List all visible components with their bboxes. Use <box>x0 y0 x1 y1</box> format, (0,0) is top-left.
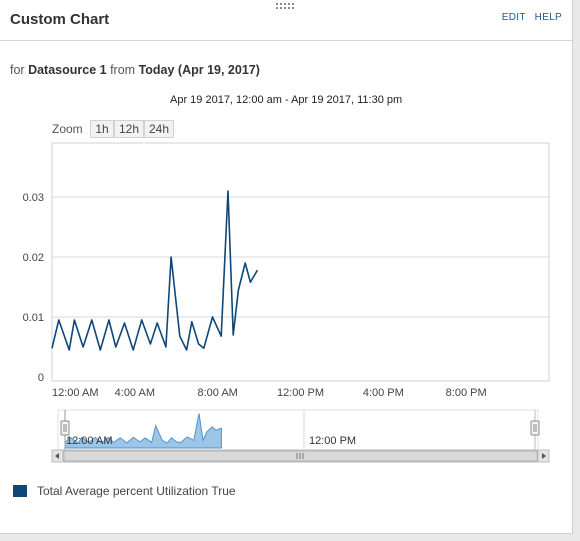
x-tick-label: 8:00 AM <box>197 387 237 399</box>
custom-chart-panel: Custom Chart EDIT HELP for Datasource 1 … <box>0 0 573 534</box>
zoom-label: Zoom <box>52 122 83 136</box>
y-tick-label: 0.03 <box>23 192 44 204</box>
x-tick-label: 4:00 AM <box>115 387 155 399</box>
zoom-12h-button[interactable]: 12h <box>114 120 144 138</box>
edit-link[interactable]: EDIT <box>501 12 526 23</box>
grid-lines <box>52 196 549 318</box>
navigator-series-area <box>64 413 222 449</box>
legend-swatch <box>13 485 27 497</box>
drag-handle-icon[interactable] <box>276 3 296 11</box>
navigator-tick-label: 12:00 PM <box>309 435 356 447</box>
navigator[interactable]: 12:00 AM 12:00 PM <box>57 409 540 451</box>
navigator-handle-label: 12:00 AM <box>66 435 112 447</box>
y-tick-label: 0.02 <box>23 252 44 264</box>
navigator-scrollbar[interactable] <box>51 449 550 463</box>
header-links: EDIT HELP <box>496 12 562 23</box>
navigator-right-handle[interactable] <box>530 420 540 436</box>
plot-frame <box>51 142 550 382</box>
legend-label: Total Average percent Utilization True <box>37 484 236 498</box>
scroll-right-arrow-icon <box>542 453 546 459</box>
x-tick-label: 12:00 PM <box>277 387 324 399</box>
zoom-24h-button[interactable]: 24h <box>144 120 174 138</box>
subtitle-period: Today (Apr 19, 2017) <box>138 63 260 77</box>
y-tick-label: 0.01 <box>23 312 44 324</box>
panel-title: Custom Chart <box>10 11 110 28</box>
date-range: Apr 19 2017, 12:00 am - Apr 19 2017, 11:… <box>170 94 403 106</box>
chart-subtitle: for Datasource 1 from Today (Apr 19, 201… <box>10 63 260 77</box>
x-tick-label: 12:00 AM <box>52 387 98 399</box>
subtitle-prefix: for <box>10 63 25 77</box>
y-tick-label: 0 <box>38 372 44 384</box>
series-line <box>51 190 259 351</box>
subtitle-from: from <box>110 63 136 77</box>
panel-header: Custom Chart EDIT HELP <box>0 0 572 41</box>
subtitle-datasource: Datasource 1 <box>28 63 107 77</box>
chart-area: 00.010.020.03 12:00 AM 4:00 AM 8:00 AM 12:0… <box>23 142 550 463</box>
x-tick-label: 4:00 PM <box>363 387 404 399</box>
zoom-1h-button[interactable]: 1h <box>90 120 114 138</box>
scroll-left-arrow-icon <box>55 453 59 459</box>
x-axis-labels: 12:00 AM 4:00 AM 8:00 AM 12:00 PM 4:00 PM 8:0… <box>52 387 487 399</box>
help-link[interactable]: HELP <box>534 12 562 23</box>
series-lines <box>51 190 259 351</box>
navigator-left-handle[interactable] <box>60 420 70 436</box>
y-axis-labels: 0 0.01 0.02 0.03 <box>23 192 44 384</box>
x-tick-label: 8:00 PM <box>446 387 487 399</box>
